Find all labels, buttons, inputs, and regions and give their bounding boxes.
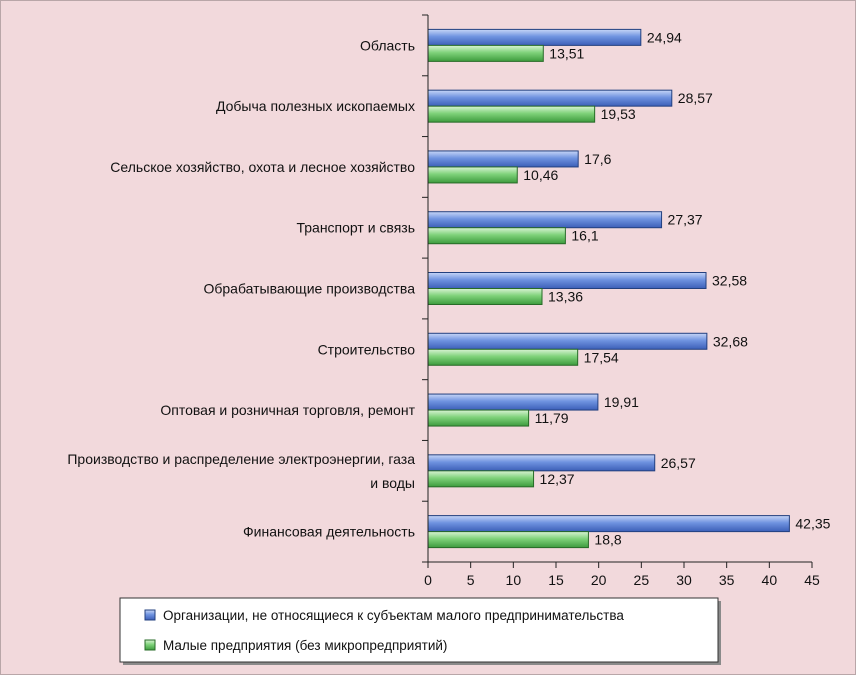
bar-large-organizations xyxy=(427,211,663,229)
bar-large-organizations xyxy=(427,28,642,46)
bar-large-organizations xyxy=(427,150,579,168)
labels-layer: Область 24,94 13,51 Добыча полезных ископае… xyxy=(67,29,830,547)
bar-large-organizations xyxy=(427,393,599,411)
category-label-line: и воды xyxy=(370,475,415,491)
legend-swatch xyxy=(144,639,156,651)
data-label: 28,57 xyxy=(678,90,713,106)
category-label: Обрабатывающие производства xyxy=(203,281,415,297)
data-label: 18,8 xyxy=(594,532,621,548)
bar-large-organizations xyxy=(427,332,708,350)
category-label-line: Строительство xyxy=(318,341,416,357)
data-label: 19,53 xyxy=(601,106,636,122)
data-label: 12,37 xyxy=(540,471,575,487)
x-tick-label: 10 xyxy=(506,572,522,588)
bar-small-enterprises xyxy=(427,409,530,427)
data-label: 10,46 xyxy=(523,167,558,183)
data-label: 17,54 xyxy=(584,349,619,365)
legend-swatch xyxy=(144,609,156,621)
category-label: Область xyxy=(360,37,415,53)
category-label: Производство и распределение электроэнер… xyxy=(67,451,415,491)
bar-small-enterprises xyxy=(427,470,535,488)
x-tick-label: 40 xyxy=(762,572,778,588)
bar-small-enterprises xyxy=(427,166,518,184)
x-tick-label: 45 xyxy=(804,572,820,588)
category-label-line: Транспорт и связь xyxy=(296,220,415,236)
data-label: 26,57 xyxy=(661,455,696,471)
category-label: Строительство xyxy=(318,341,416,357)
bar-small-enterprises xyxy=(427,105,596,123)
category-label-line: Область xyxy=(360,37,415,53)
data-label: 32,68 xyxy=(713,333,748,349)
bar-small-enterprises xyxy=(427,44,544,62)
category-label-line: Добыча полезных ископаемых xyxy=(216,98,415,114)
category-label-line: Обрабатывающие производства xyxy=(203,281,415,297)
x-tick-label: 0 xyxy=(424,572,432,588)
bar-large-organizations xyxy=(427,454,656,472)
category-label: Транспорт и связь xyxy=(296,220,415,236)
data-label: 16,1 xyxy=(571,228,598,244)
category-label: Оптовая и розничная торговля, ремонт xyxy=(160,402,415,418)
axis-layer: 0 5 10 15 20 25 30 35 40 45 xyxy=(422,14,820,588)
legend-label: Малые предприятия (без микропредприятий) xyxy=(163,638,447,653)
x-tick-label: 25 xyxy=(634,572,650,588)
x-tick-label: 30 xyxy=(676,572,692,588)
data-label: 17,6 xyxy=(584,151,611,167)
category-label: Финансовая деятельность xyxy=(243,524,415,540)
data-label: 24,94 xyxy=(647,29,682,45)
legend-box xyxy=(119,597,719,663)
bar-small-enterprises xyxy=(427,227,566,245)
data-label: 13,36 xyxy=(548,289,583,305)
x-tick-label: 15 xyxy=(548,572,564,588)
legend: Организации, не относящиеся к субъектам … xyxy=(119,597,721,665)
bars-layer xyxy=(427,28,790,549)
data-label: 11,79 xyxy=(535,410,569,426)
data-label: 32,58 xyxy=(712,273,747,289)
data-label: 13,51 xyxy=(549,45,584,61)
legend-label: Организации, не относящиеся к субъектам … xyxy=(163,608,624,623)
bar-large-organizations xyxy=(427,272,707,289)
bar-large-organizations xyxy=(427,89,673,107)
bar-small-enterprises xyxy=(427,288,543,305)
bar-small-enterprises xyxy=(427,531,589,549)
x-tick-label: 5 xyxy=(467,572,475,588)
category-label: Сельское хозяйство, охота и лесное хозяй… xyxy=(110,159,415,175)
category-label-line: Производство и распределение электроэнер… xyxy=(67,451,415,467)
data-label: 27,37 xyxy=(668,212,703,228)
category-label-line: Оптовая и розничная торговля, ремонт xyxy=(160,402,415,418)
category-label: Добыча полезных ископаемых xyxy=(216,98,415,114)
category-label-line: Сельское хозяйство, охота и лесное хозяй… xyxy=(110,159,415,175)
bar-large-organizations xyxy=(427,515,790,533)
bar-small-enterprises xyxy=(427,348,579,366)
x-tick-label: 20 xyxy=(591,572,607,588)
data-label: 42,35 xyxy=(795,516,830,532)
x-tick-label: 35 xyxy=(719,572,735,588)
category-label-line: Финансовая деятельность xyxy=(243,524,415,540)
data-label: 19,91 xyxy=(604,394,639,410)
